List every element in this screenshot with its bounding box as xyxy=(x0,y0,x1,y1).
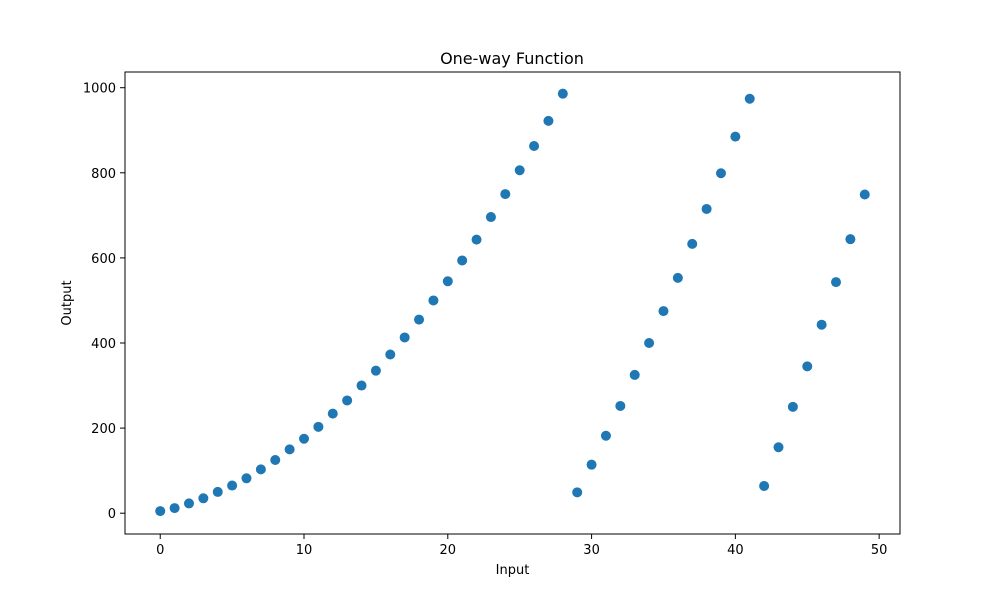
y-tick-label: 800 xyxy=(91,167,116,182)
data-point xyxy=(284,444,295,455)
data-point xyxy=(485,212,496,223)
data-point xyxy=(831,277,842,288)
x-tick-label: 40 xyxy=(727,543,744,558)
data-point xyxy=(270,455,281,466)
data-point xyxy=(687,238,698,249)
data-point xyxy=(385,349,396,360)
data-point xyxy=(615,400,626,411)
data-point xyxy=(442,276,453,287)
data-point xyxy=(715,168,726,179)
x-tick-label: 10 xyxy=(296,543,313,558)
data-point xyxy=(414,314,425,325)
data-point xyxy=(399,332,410,343)
data-point xyxy=(543,115,554,126)
data-point xyxy=(500,189,511,200)
y-tick-label: 600 xyxy=(91,252,116,267)
data-point xyxy=(802,361,813,372)
data-point xyxy=(730,131,741,142)
data-point xyxy=(586,459,597,470)
x-tick-label: 30 xyxy=(583,543,600,558)
data-point xyxy=(299,433,310,444)
data-point xyxy=(342,395,353,406)
data-point xyxy=(672,272,683,283)
plot-frame xyxy=(124,71,901,535)
data-point xyxy=(313,421,324,432)
data-point xyxy=(859,189,870,200)
chart-title: One-way Function xyxy=(440,49,584,68)
data-point xyxy=(227,480,238,491)
data-point xyxy=(155,506,166,517)
data-point xyxy=(629,369,640,380)
data-point xyxy=(356,380,367,391)
data-point xyxy=(557,88,568,99)
x-tick-label: 50 xyxy=(871,543,888,558)
data-point xyxy=(198,493,209,504)
data-point xyxy=(370,365,381,376)
data-point xyxy=(759,480,770,491)
data-point xyxy=(658,306,669,317)
data-point xyxy=(169,503,180,514)
data-point xyxy=(644,337,655,348)
data-point xyxy=(701,203,712,214)
data-point xyxy=(212,486,223,497)
y-tick-label: 1000 xyxy=(83,82,116,97)
points-layer xyxy=(155,88,870,517)
data-point xyxy=(572,487,583,498)
data-point xyxy=(845,234,856,245)
y-axis-title: Output xyxy=(60,280,75,325)
data-point xyxy=(428,295,439,306)
data-point xyxy=(241,473,252,484)
x-tick-label: 0 xyxy=(156,543,164,558)
data-point xyxy=(773,442,784,453)
ticks-layer: 0 10 20 30 40 50 0 200 400 600 800 1000 xyxy=(83,82,888,558)
data-point xyxy=(787,401,798,412)
data-point xyxy=(183,498,194,509)
data-point xyxy=(471,234,482,245)
data-point xyxy=(255,464,266,475)
data-point xyxy=(600,430,611,441)
y-tick-label: 400 xyxy=(91,337,116,352)
x-axis-title: Input xyxy=(496,563,530,578)
y-tick-label: 0 xyxy=(108,507,116,522)
data-point xyxy=(514,165,525,176)
y-tick-label: 200 xyxy=(91,422,116,437)
data-point xyxy=(327,408,338,419)
x-tick-label: 20 xyxy=(440,543,457,558)
data-point xyxy=(744,93,755,104)
data-point xyxy=(529,140,540,151)
data-point xyxy=(457,255,468,266)
data-point xyxy=(816,319,827,330)
